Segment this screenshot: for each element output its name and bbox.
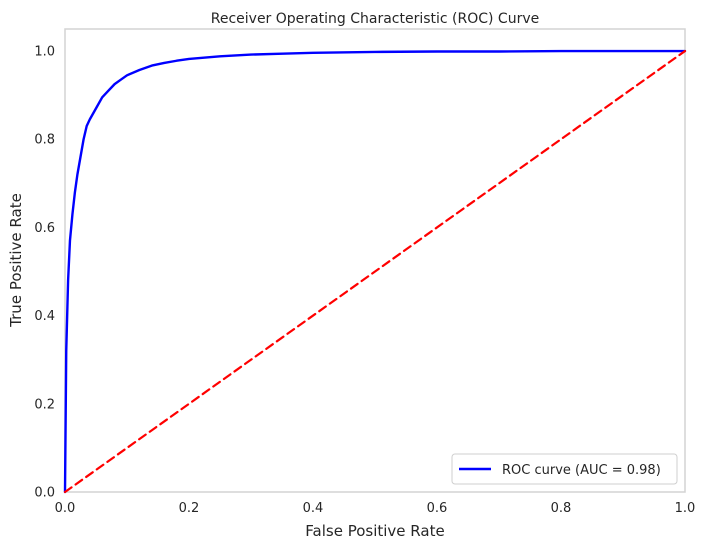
- y-tick-labels: 0.0 0.2 0.4 0.6 0.8 1.0: [34, 45, 55, 501]
- y-tick-label: 0.8: [34, 133, 55, 148]
- y-axis-label: True Positive Rate: [7, 193, 25, 328]
- y-tick-label: 0.6: [34, 221, 55, 236]
- roc-curve-line: [63, 49, 687, 494]
- x-tick-label: 0.0: [55, 501, 76, 516]
- x-tick-labels: 0.0 0.2 0.4 0.6 0.8 1.0: [55, 501, 696, 516]
- series-layer: [63, 49, 687, 494]
- legend-label-roc-curve: ROC curve (AUC = 0.98): [502, 463, 661, 478]
- x-tick-label: 0.4: [303, 501, 324, 516]
- legend: ROC curve (AUC = 0.98): [451, 453, 678, 485]
- y-tick-label: 0.0: [34, 486, 55, 501]
- y-tick-label: 0.4: [34, 309, 55, 324]
- chart-title: Receiver Operating Characteristic (ROC) …: [211, 11, 540, 27]
- x-tick-label: 0.8: [551, 501, 572, 516]
- x-tick-label: 0.2: [179, 501, 200, 516]
- diagonal-reference-line: [63, 49, 687, 494]
- x-tick-label: 1.0: [675, 501, 696, 516]
- x-tick-label: 0.6: [427, 501, 448, 516]
- legend-box: [451, 453, 678, 485]
- x-axis-label: False Positive Rate: [305, 522, 444, 540]
- plot-frame: [64, 28, 686, 493]
- y-tick-label: 0.2: [34, 397, 55, 412]
- y-tick-label: 1.0: [34, 45, 55, 60]
